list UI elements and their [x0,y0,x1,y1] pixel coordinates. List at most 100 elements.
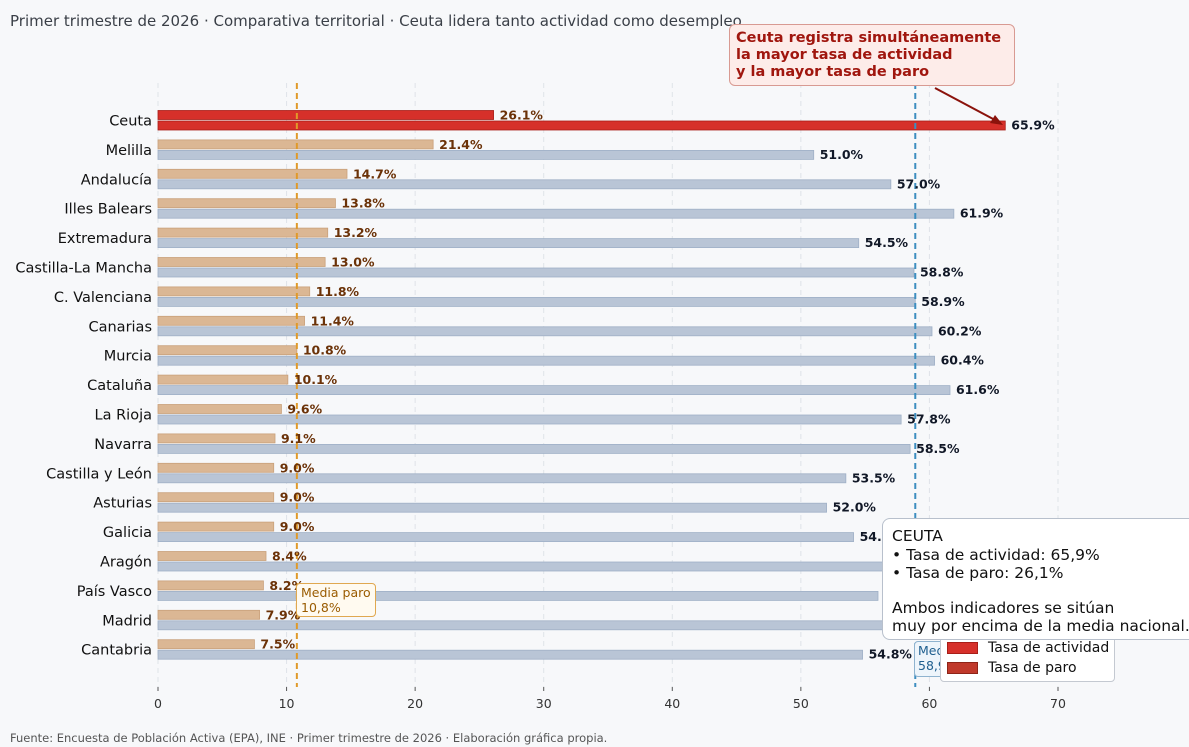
x-tick-label-10: 10 [279,696,295,711]
actividad-value-label-5: 58.8% [920,265,964,280]
legend-swatch-actividad [947,642,978,654]
actividad-bar-9 [157,385,951,396]
paro-bar-2 [157,168,348,179]
actividad-bar-10 [157,414,902,425]
paro-bar-1 [157,139,434,150]
actividad-bar-12 [157,473,847,484]
paro-value-label-17: 7.9% [266,607,301,622]
info-line-paro: • Tasa de paro: 26,1% [892,564,1064,582]
callout-line-2: la mayor tasa de actividad [736,47,953,63]
paro-value-label-9: 10.1% [294,372,338,387]
x-tick-label-0: 0 [154,696,162,711]
paro-bar-13 [157,492,275,503]
paro-bar-14 [157,521,275,532]
x-tick-label-30: 30 [536,696,552,711]
category-label-12: Castilla y León [46,466,152,482]
value-labels: 26.1% 65.9% 21.4% 51.0% 14.7% 57.0% 13.8% 61.9%… [260,108,1055,662]
chart-legend: Tasa de actividad Tasa de paro [940,636,1115,682]
paro-value-label-14: 9.0% [280,519,315,534]
actividad-value-label-10: 57.8% [907,412,951,427]
actividad-bar-18 [157,649,863,660]
paro-bar-6 [157,286,311,297]
chart-subtitle: Primer trimestre de 2026 · Comparativa t… [10,12,742,30]
category-label-3: Illes Balears [64,202,152,218]
paro-bar-7 [157,315,305,326]
category-labels: Ceuta Melilla Andalucía Illes Balears Extrem… [15,114,152,659]
category-label-14: Galicia [103,525,152,541]
info-line-3: Ambos indicadores se sitúan [892,598,1115,617]
actividad-value-label-8: 60.4% [941,353,985,368]
actividad-bar-14 [157,532,854,542]
callout-line-1: Ceuta registra simultáneamente [736,30,1002,46]
legend-item-actividad: Tasa de actividad [947,639,1109,657]
paro-value-label-3: 13.8% [341,196,385,211]
actividad-bar-6 [157,296,916,307]
paro-bar-4 [157,227,329,238]
actividad-value-label-3: 61.9% [960,206,1004,221]
actividad-value-label-4: 54.5% [865,235,909,250]
paro-value-label-1: 21.4% [439,137,483,152]
paro-value-label-16: 8.2% [269,578,304,593]
media-actividad-label: Media actividad 58,9% [914,641,944,677]
category-label-9: Cataluña [87,378,152,394]
actividad-bar-7 [157,326,933,337]
paro-value-label-11: 9.1% [281,431,316,446]
media-paro-label: Media paro 10,8% [296,583,376,617]
paro-value-label-15: 8.4% [272,549,307,564]
legend-item-paro: Tasa de paro [947,659,1077,677]
actividad-value-label-1: 51.0% [820,147,864,162]
callout-arrow-line [934,87,996,121]
category-label-18: Cantabria [81,643,152,659]
category-label-11: Navarra [94,437,152,453]
x-tick-label-40: 40 [664,696,680,711]
paro-bar-16 [157,580,264,591]
x-axis: 0 10 20 30 40 50 60 70 [154,687,1066,711]
paro-bar-8 [157,345,298,356]
category-label-13: Asturias [93,496,152,512]
actividad-value-label-12: 53.5% [852,470,896,485]
actividad-bar-1 [157,149,815,160]
paro-value-label-12: 9.0% [280,460,315,475]
actividad-bar-16 [157,591,879,601]
actividad-bar-4 [157,238,860,249]
paro-value-label-18: 7.5% [260,637,295,652]
paro-bar-9 [157,374,289,385]
paro-bar-17 [157,609,260,620]
paro-value-label-13: 9.0% [280,490,315,505]
x-tick-label-20: 20 [407,696,423,711]
category-label-15: Aragón [100,555,152,571]
category-label-1: Melilla [106,143,152,159]
paro-bar-11 [157,433,276,444]
x-tick-label-60: 60 [921,696,937,711]
legend-label-actividad: Tasa de actividad [988,640,1110,656]
actividad-value-label-13: 52.0% [833,500,877,515]
actividad-bar-2 [157,179,892,190]
paro-bar-15 [157,551,267,561]
callout-line-3: y la mayor tasa de paro [736,64,930,80]
bars [157,110,1006,660]
category-label-8: Murcia [104,349,152,365]
x-tick-label-70: 70 [1050,696,1066,711]
category-label-5: Castilla-La Mancha [15,261,152,277]
callout-arrow-head [990,115,1003,125]
info-line-actividad: • Tasa de actividad: 65,9% [892,545,1100,564]
actividad-bar-11 [157,443,911,454]
actividad-value-label-11: 58.5% [916,441,960,456]
media-paro-title: Media paro [301,585,371,600]
category-label-4: Extremadura [58,231,152,247]
paro-value-label-10: 9.6% [287,402,322,417]
media-actividad-value: 58,9% [918,658,944,673]
paro-bar-5 [157,257,326,267]
paro-value-label-5: 13.0% [331,255,375,270]
actividad-bar-13 [157,502,827,513]
actividad-value-label-18: 54.8% [869,647,913,662]
paro-bar-18 [157,639,255,650]
actividad-value-label-7: 60.2% [938,323,982,338]
ceuta-info-box: CEUTA • Tasa de actividad: 65,9% • Tasa … [882,518,1189,640]
paro-value-label-8: 10.8% [303,343,347,358]
ceuta-callout: Ceuta registra simultáneamente la mayor … [729,24,1015,86]
category-label-16: País Vasco [77,584,152,600]
legend-swatch-paro [947,662,978,674]
actividad-bar-5 [157,267,915,278]
paro-value-label-6: 11.8% [316,284,360,299]
